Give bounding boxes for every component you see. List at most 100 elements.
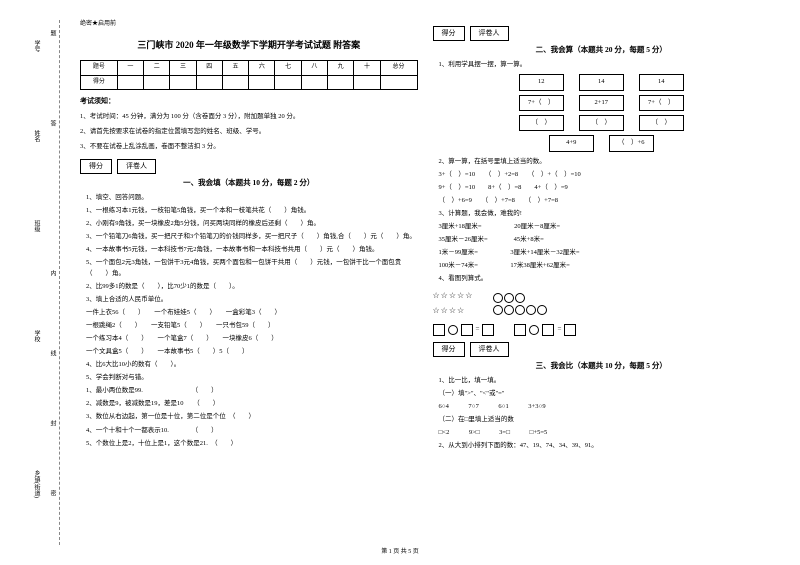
s1-q3-header: 3、填上合适的人民币单位。	[80, 294, 418, 305]
s1-q1-2: 2、小刚有9角钱，买一块橡皮2角5分钱，问买两块同样的橡皮后还剩（ ）角。	[80, 218, 418, 229]
confidential-label: 绝密★启用前	[80, 20, 418, 30]
s2-q2-1: 3+（ ）=10 （ ）+2=8 （ ）+（ ）=10	[433, 169, 771, 180]
equation-1: =	[433, 324, 495, 336]
th-4: 四	[196, 60, 222, 75]
th-5: 五	[222, 60, 248, 75]
instructions-heading: 考试须知：	[80, 96, 418, 107]
s3-q1-header: 1、比一比，填一填。	[433, 375, 771, 386]
calc-row-3: （ ） （ ） （ ）	[433, 115, 771, 131]
instruction-3: 3、不要在试卷上乱涂乱画，卷面不整洁扣 3 分。	[80, 141, 418, 152]
star-group: ☆☆☆☆☆ ☆☆☆☆	[433, 290, 474, 318]
box-r2-2: 7+（ ）	[639, 95, 684, 111]
star-line-1: ☆☆☆☆☆	[433, 290, 474, 303]
s1-q1-3: 3、一个铅笔刀6角钱，买一把尺子和3个铅笔刀的价钱同样多，买一把尺子（ ）角钱,…	[80, 231, 418, 242]
box-r2-1: 2+17	[579, 95, 624, 111]
sidebar-label-xiangzhen: 乡镇(街道)	[32, 470, 41, 498]
th-1: 一	[117, 60, 143, 75]
seal-text-3: 内	[48, 270, 57, 276]
s1-q5-4: 4、一个十和十个一都表示10. （ ）	[80, 425, 418, 436]
s1-q1-1: 1、一根练习本1元钱，一枝铅笔5角钱，买一个本和一枝笔共花（ ）角钱。	[80, 205, 418, 216]
exam-title: 三门峡市 2020 年一年级数学下学期开学考试试题 附答案	[80, 38, 418, 52]
s3-q1-2: 6○4 7○7 6○1 3+3○9	[433, 401, 771, 412]
grader-label-3: 评卷人	[470, 342, 509, 357]
box-r4-1: （ ）+6	[609, 135, 654, 151]
binding-margin: 学号 姓名 班级 学校 乡镇(街道) 题 答 内 线 封 密	[30, 20, 60, 545]
section1-title: 一、我会填（本题共 10 分，每题 2 分）	[80, 177, 418, 189]
box-r1-2: 14	[639, 74, 684, 90]
score-table: 题号 一 二 三 四 五 六 七 八 九 十 总分 得分	[80, 60, 418, 90]
calc-row-4: 4+9 （ ）+6	[433, 135, 771, 151]
seal-text-6: 密	[48, 490, 57, 496]
right-column: 得分 评卷人 二、我会算（本题共 20 分，每题 5 分） 1、利用学具摆一摆，…	[433, 20, 771, 545]
box-r1-1: 14	[579, 74, 624, 90]
s1-q2: 2、比99多1的数是（ ），比70少1的数是（ ）。	[80, 281, 418, 292]
s1-q5-5: 5、个数位上是2，十位上是1，这个数是21. （ ）	[80, 438, 418, 449]
s2-q2-header: 2、算一算，在括号里填上适当的数。	[433, 156, 771, 167]
th-0: 题号	[81, 60, 118, 75]
s2-q1-header: 1、利用学具摆一摆，算一算。	[433, 59, 771, 70]
th-9: 九	[328, 60, 354, 75]
score-box-3: 得分 评卷人	[433, 342, 771, 357]
section2-title: 二、我会算（本题共 20 分，每题 5 分）	[433, 44, 771, 56]
calc-row-1: 12 14 14	[433, 74, 771, 90]
page-footer: 第 1 页 共 5 页	[381, 546, 419, 555]
section3-title: 三、我会比（本题共 10 分，每题 5 分）	[433, 360, 771, 372]
score-label-2: 得分	[433, 26, 465, 41]
s1-q3-4: 一个文具盒5（ ） 一本故事书5（ ）5（ ）	[80, 346, 418, 357]
sidebar-label-xuehao: 学号	[32, 40, 41, 52]
shapes-row: ☆☆☆☆☆ ☆☆☆☆	[433, 290, 771, 318]
s2-q4-header: 4、看图列算式。	[433, 273, 771, 284]
th-3: 三	[170, 60, 196, 75]
s1-q5-1: 1、最小两位数是99. （ ）	[80, 385, 418, 396]
s1-q5-header: 5、学会判断对与错。	[80, 372, 418, 383]
s1-q1-5: 5、一个面包2元3角钱，一包饼干3元4角钱，买两个面包和一包饼干共用（ ）元钱，…	[80, 257, 418, 279]
equation-2: =	[514, 324, 576, 336]
score-box-1: 得分 评卷人	[80, 159, 418, 174]
s1-q1-4: 4、一本故事书5元钱，一本科技书7元2角钱，一本故事书和一本科技书共用（ ）元（…	[80, 244, 418, 255]
box-r3-1: （ ）	[579, 115, 624, 131]
s1-q3-2: 一根跳绳2（ ） 一支铅笔5（ ） 一只书包59（ ）	[80, 320, 418, 331]
seal-text-5: 封	[48, 420, 57, 426]
s1-q3-3: 一个练习本4（ ） 一个笔盒7（ ） 一块橡皮6（ ）	[80, 333, 418, 344]
instruction-2: 2、请首先按要求在试卷的指定位置填写您的姓名、班级、学号。	[80, 126, 418, 137]
th-11: 总分	[380, 60, 417, 75]
calc-row-2: 7+（ ） 2+17 7+（ ）	[433, 95, 771, 111]
seal-text-1: 题	[48, 30, 57, 36]
box-r4-0: 4+9	[549, 135, 594, 151]
s2-q2-3: （ ）+6=9 （ ）+7=8 （ ）+7=8	[433, 195, 771, 206]
th-2: 二	[144, 60, 170, 75]
s2-q3-4: 100米－74米= 17米38厘米+62厘米=	[433, 260, 771, 271]
box-r1-0: 12	[519, 74, 564, 90]
s3-q1-1: （一）填">"、"<"或"="	[433, 388, 771, 399]
s2-q3-2: 35厘米－26厘米= 45米+8米=	[433, 234, 771, 245]
score-label-3: 得分	[433, 342, 465, 357]
sidebar-label-xuexiao: 学校	[32, 330, 41, 342]
circle-row-2	[493, 305, 547, 315]
s3-q2: 2、从大到小排列下面的数：47、19、74、34、39、91。	[433, 440, 771, 451]
s1-q5-3: 3、数位从右边起，第一位是十位，第二位是个位 （ ）	[80, 411, 418, 422]
row2-label: 得分	[81, 75, 118, 90]
s1-q4: 4、比6大比10小的数有（ ）。	[80, 359, 418, 370]
s2-q3-header: 3、计算题，我会做，难我的!	[433, 208, 771, 219]
instruction-1: 1、考试时间：45 分钟，满分为 100 分（含卷面分 3 分），附加题单独 2…	[80, 111, 418, 122]
th-8: 八	[301, 60, 327, 75]
circle-row-1	[493, 293, 547, 303]
circle-stack	[493, 293, 547, 315]
star-line-2: ☆☆☆☆	[433, 305, 474, 318]
s2-q3-3: 1米－99厘米= 3厘米+14厘米－32厘米=	[433, 247, 771, 258]
box-r3-0: （ ）	[519, 115, 564, 131]
s1-q5-2: 2、减数是9，被减数是19，差是10 （ ）	[80, 398, 418, 409]
grader-label-2: 评卷人	[470, 26, 509, 41]
score-label: 得分	[80, 159, 112, 174]
equation-row: = =	[433, 324, 771, 336]
s2-q2-2: 9+（ ）=10 8+（ ）=8 4+（ ）=9	[433, 182, 771, 193]
th-6: 六	[249, 60, 275, 75]
score-box-2: 得分 评卷人	[433, 26, 771, 41]
seal-text-2: 答	[48, 120, 57, 126]
sidebar-label-banji: 班级	[32, 220, 41, 232]
left-column: 绝密★启用前 三门峡市 2020 年一年级数学下学期开学考试试题 附答案 题号 …	[80, 20, 418, 545]
sidebar-label-xingming: 姓名	[32, 130, 41, 142]
seal-text-4: 线	[48, 350, 57, 356]
s1-q1-header: 1、填空、回答问题。	[80, 192, 418, 203]
box-r3-2: （ ）	[639, 115, 684, 131]
